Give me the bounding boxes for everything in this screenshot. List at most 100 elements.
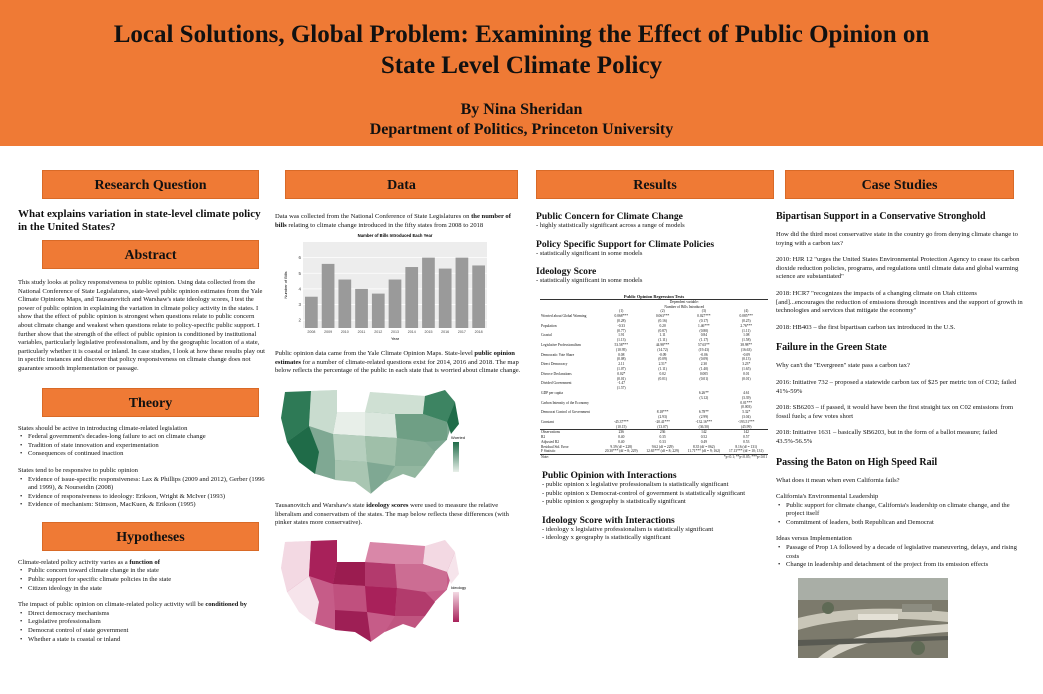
bar — [405, 267, 419, 329]
data-paragraph-2: Public opinion data came from the Yale C… — [275, 350, 523, 376]
table-cell: (0.87) — [658, 328, 667, 333]
theory-body: States should be active in introducing c… — [18, 425, 266, 510]
table-cell: 0.063*** — [655, 314, 670, 319]
table-cell: 12.65*** (df = 8; 229) — [646, 449, 679, 454]
table-row-se: (2.93) (2.99) (3.04) — [540, 415, 768, 420]
table-row-se: (1.07) (1.11) (1.40) (1.65) — [540, 367, 768, 372]
results-s1-text: - highly statistically significant acros… — [536, 222, 685, 229]
table-row-se: (10.15) (13.07) (36.50) (45.99) — [540, 425, 768, 430]
hypotheses-heading: Hypotheses — [42, 521, 259, 551]
list-item: Public support for specific climate poli… — [18, 576, 266, 585]
table-cell: (0.01) — [741, 376, 751, 381]
hypotheses-intro-text: Climate-related policy activity varies a… — [18, 558, 130, 566]
regression-table: Dependent variable: Number of Bills Intr… — [540, 298, 768, 461]
table-cell: -1.47 — [617, 381, 626, 386]
row-label: Adjusted R2 — [541, 439, 560, 444]
results-s2-text: - statistically significant in some mode… — [536, 249, 643, 257]
table-cell: 0.40 — [618, 435, 625, 440]
table-row: Democrat Control of Government 8.18*** 6.7… — [540, 410, 768, 415]
case2-p2: 2018: SB6203 – if passed, it would have … — [776, 404, 1014, 420]
row-label: R2 — [541, 435, 546, 440]
table-cell: (0.77) — [616, 328, 626, 333]
case3-list-1: Public support for climate change, Calif… — [776, 502, 1026, 528]
data-p2-b: for a number of climate-related question… — [275, 358, 521, 375]
table-cell: 0.068*** — [614, 314, 628, 319]
department: Department of Politics, Princeton Univer… — [369, 121, 674, 138]
table-note-label: Note: — [540, 454, 601, 461]
row-label: Legislative Professionalism — [541, 342, 581, 347]
table-cell: (1.11) — [658, 338, 667, 343]
data-heading: Data — [285, 170, 518, 199]
list-item: Legislative professionalism — [18, 618, 266, 627]
bar — [371, 293, 385, 329]
data-paragraph-1: Data was collected from the National Con… — [275, 213, 523, 230]
table-cell: 1.08 — [743, 333, 750, 338]
table-cell: 0.005 — [699, 371, 708, 376]
y-tick-label: 2 — [298, 318, 301, 323]
theory-heading: Theory — [42, 387, 259, 417]
table-cell: 0.02* — [617, 371, 626, 376]
table-cell: 0.40 — [618, 439, 625, 444]
row-label: Residual Std. Error — [541, 444, 569, 449]
table-cell: -193.51*** — [737, 419, 755, 424]
table-cell: (0.01) — [699, 376, 709, 381]
table-row: Carbon Intensity of the Economy 0.01*** — [540, 401, 768, 406]
table-cell: (2.93) — [658, 414, 667, 419]
table-cell: (0.16) — [658, 318, 667, 323]
results-s5-title: Ideology Score with Interactions — [542, 514, 675, 526]
table-cell: 0.84 — [700, 333, 708, 338]
ideology-map: Ideology — [275, 532, 523, 644]
theory-intro-2: States tend to be responsive to public o… — [18, 466, 138, 474]
results-body: Public Concern for Climate Change - high… — [536, 211, 778, 286]
theory-list-2: Evidence of issue-specific responsivenes… — [18, 476, 266, 510]
table-cell: (0.09) — [658, 357, 667, 362]
case2-question: Why can't the "Evergreen" state pass a c… — [776, 362, 910, 370]
hypotheses-intro2-bold: conditioned by — [205, 601, 247, 609]
column-left: Research Question What explains variatio… — [18, 170, 266, 644]
table-row: Observations 236 236 142 142 — [540, 429, 768, 436]
poster-title: Local Solutions, Global Problem: Examini… — [0, 0, 1043, 81]
table-cell: 1.46*** — [698, 323, 710, 328]
table-cell: 2.11 — [618, 362, 625, 367]
author: By Nina Sheridan — [460, 101, 583, 118]
table-cell: 8.16 (df = 131) — [735, 444, 758, 449]
dep-var-name: Number of Bills Introduced — [664, 304, 705, 309]
table-cell: (3.12) — [699, 395, 709, 400]
data-p1-bold: the number of bills — [275, 213, 511, 229]
table-cell: 11.71*** (df = 9; 162) — [687, 449, 721, 454]
table-row: Direct Democracy 2.11 2.51* 2.30 3.23* — [540, 362, 768, 367]
table-cell: (1.57) — [616, 386, 626, 391]
row-label: Population — [541, 323, 557, 328]
table-cell: (0.003) — [740, 405, 752, 410]
table-cell: (1.11) — [741, 328, 751, 333]
table-cell: (1.13) — [616, 338, 626, 343]
hypotheses-intro-bold: function of — [129, 558, 160, 566]
table-cell: 5.32* — [742, 410, 751, 415]
abstract-text: This study looks at policy responsivenes… — [18, 279, 266, 372]
table-cell: (19.43) — [698, 347, 710, 352]
table-cell: 38.98** — [740, 342, 753, 347]
x-tick-label: 2017 — [458, 330, 466, 334]
hypotheses-body: Climate-related policy activity varies a… — [18, 559, 266, 644]
list-item: Democrat control of state government — [18, 627, 266, 636]
table-cell: (0.80) — [699, 328, 709, 333]
row-label: Worried about Global Warming — [541, 314, 587, 319]
bar — [338, 279, 352, 329]
theory-list-1: Federal government's decades-long failur… — [18, 433, 266, 459]
data-p3-a: Tausanovitch and Warshaw's state — [275, 501, 367, 509]
results-interactions: Public Opinion with Interactions - publi… — [542, 470, 778, 543]
table-cell: 6.78** — [698, 410, 709, 415]
data-p2-a: Public opinion data came from the Yale C… — [275, 350, 475, 358]
column-header: (3) — [701, 309, 706, 314]
data-p3-bold: ideology scores — [366, 501, 409, 509]
table-cell: -20.41*** — [655, 419, 670, 424]
table-cell: (14.72) — [657, 347, 668, 352]
case1-p2: 2018: HCR7 "recognizes the impacts of a … — [776, 289, 1023, 315]
x-axis-label: Year — [391, 336, 400, 341]
table-cell: -0.33 — [617, 323, 626, 328]
table-cell: 2.76*** — [740, 323, 753, 328]
x-tick-label: 2013 — [391, 330, 399, 334]
table-row: Democratic Vote Share 0.08 -0.09 -0.06 -0.09 — [540, 353, 768, 358]
list-item: Public concern toward climate change in … — [18, 567, 266, 576]
table-row-se: (0.003) — [540, 405, 768, 410]
